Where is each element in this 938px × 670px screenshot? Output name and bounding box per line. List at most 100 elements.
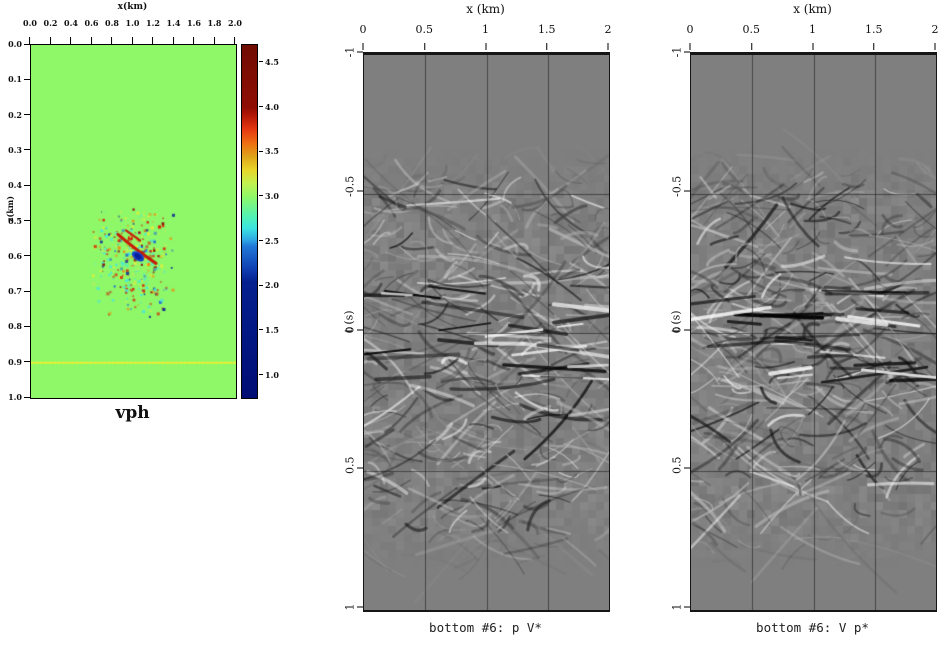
- tick-mark: [259, 106, 263, 108]
- tick-label: 0.6: [84, 18, 99, 28]
- tick-mark: [259, 329, 263, 331]
- tick-label: 2.0: [265, 280, 279, 291]
- tick-0.2: 0.2: [0, 111, 30, 119]
- tick-label: 0.4: [64, 18, 78, 28]
- tick-label: 1: [809, 23, 816, 36]
- tick-mark: [259, 374, 263, 376]
- tick-1.0: 1.0: [0, 393, 30, 401]
- tick-mark: [259, 150, 263, 152]
- tick-1.0: 1.0: [125, 18, 140, 44]
- tick-mark: [607, 43, 609, 50]
- tick-label: 0.1: [8, 74, 22, 85]
- panel-vp-caption: bottom #6: V p*: [756, 620, 869, 635]
- panel-pv-image: [363, 52, 610, 612]
- tick-mark: [485, 43, 486, 50]
- tick-2: 2: [605, 24, 612, 50]
- tick-label: 0.8: [105, 18, 119, 28]
- tick-label: -0.5: [343, 175, 357, 197]
- model-z-axis-title: z(km): [5, 195, 15, 223]
- tick--0.5: -0.5: [335, 175, 363, 197]
- tick-0.2: 0.2: [43, 18, 58, 44]
- panel-vp-t-axis-title: t (s): [669, 310, 683, 333]
- tick-mark: [234, 37, 236, 44]
- tick-0: 0: [687, 24, 694, 50]
- tick-label: 0.5: [343, 456, 357, 475]
- tick-label: 0.5: [742, 23, 761, 36]
- tick-label: 4.0: [265, 101, 279, 112]
- tick-label: 1.5: [865, 23, 883, 36]
- tick-1.5: 1.5: [538, 24, 556, 50]
- tick-label: 0.0: [8, 39, 22, 49]
- tick-0.1: 0.1: [0, 75, 30, 83]
- tick-1.5: 1.5: [865, 24, 883, 50]
- panel-vp-figure: x (km) 0 0.5 1 1.5 2 -1 -0.5 0 0.5 1 t (s) botto…: [662, 0, 938, 670]
- tick-label: 0.3: [8, 144, 22, 155]
- vph-model-heatmap: [30, 44, 237, 399]
- tick-mark: [259, 284, 263, 286]
- colorbar-tick-4.0: 4.0: [259, 102, 279, 112]
- tick-mark: [49, 37, 51, 44]
- tick-mark: [689, 43, 691, 50]
- tick-mark: [812, 43, 813, 50]
- tick-label: 1: [343, 603, 357, 611]
- tick-0.9: 0.9: [0, 358, 30, 366]
- colorbar-tick-4.5: 4.5: [259, 57, 279, 67]
- tick-label: -1: [343, 46, 357, 58]
- tick-label: 2.5: [265, 235, 279, 246]
- tick-label: 1.0: [265, 369, 279, 380]
- colorbar-ticks: 4.5 4.0 3.5 3.0 2.5 2.0 1.5 1.0: [259, 44, 299, 397]
- model-title: vph: [115, 403, 150, 423]
- colorbar-tick-2.0: 2.0: [259, 280, 279, 290]
- tick-mark: [131, 37, 133, 44]
- colorbar-tick-1.5: 1.5: [259, 325, 279, 335]
- tick-mark: [259, 240, 263, 242]
- tick-2: 2: [932, 24, 938, 50]
- tick-label: 0.0: [23, 18, 37, 28]
- tick-mark: [152, 37, 154, 44]
- tick-1.8: 1.8: [207, 18, 222, 44]
- tick-mark: [423, 43, 425, 50]
- tick-label: -0.5: [670, 175, 684, 197]
- tick-label: 1.5: [538, 23, 556, 36]
- colorbar-tick-1.0: 1.0: [259, 370, 279, 380]
- tick-0.4: 0.4: [64, 19, 78, 44]
- panel-pv-t-axis-title: t (s): [342, 310, 356, 333]
- tick-0: 0: [360, 24, 367, 50]
- model-x-axis-title: x(km): [117, 2, 148, 12]
- tick-label: 0.5: [670, 456, 684, 475]
- tick-mark: [70, 37, 72, 44]
- tick-label: 1: [482, 23, 489, 36]
- tick-0.8: 0.8: [0, 322, 30, 330]
- tick-label: 1.2: [146, 18, 160, 28]
- tick-2.0: 2.0: [228, 19, 242, 44]
- tick-label: 2.0: [228, 18, 242, 28]
- tick-0.4: 0.4: [0, 181, 30, 189]
- vph-model-figure: x(km) 0.0 0.2 0.4 0.6 0.8 1.0 1.2 1.4 1.6 1.8 2.0 …: [0, 0, 305, 427]
- tick-label: 0: [359, 23, 367, 36]
- tick-label: 1.0: [125, 18, 140, 28]
- tick-0.0: 0.0: [0, 40, 30, 48]
- tick-mark: [873, 43, 875, 50]
- panel-vp-x-axis: 0 0.5 1 1.5 2: [687, 23, 938, 50]
- tick-label: 1.8: [207, 18, 222, 28]
- tick-mark: [259, 61, 263, 63]
- tick-1: 1: [482, 24, 489, 50]
- tick-0.6: 0.6: [0, 252, 30, 260]
- panel-vp-x-axis-title: x (km): [793, 2, 832, 16]
- tick-label: 1.5: [265, 324, 279, 335]
- tick-0.7: 0.7: [0, 287, 30, 295]
- tick-label: 0.5: [415, 23, 434, 36]
- tick-mark: [213, 37, 215, 44]
- tick-label: 0.6: [8, 250, 22, 261]
- tick--1: -1: [662, 47, 690, 58]
- tick-label: 3.5: [265, 146, 279, 157]
- tick-label: 0.2: [43, 18, 58, 28]
- tick-label: 1.4: [166, 18, 181, 28]
- tick-mark: [546, 43, 548, 50]
- tick-label: -1: [670, 46, 684, 58]
- tick-mark: [934, 43, 936, 50]
- tick-mark: [90, 37, 92, 44]
- tick-label: 2: [931, 23, 938, 36]
- tick-mark: [259, 195, 263, 197]
